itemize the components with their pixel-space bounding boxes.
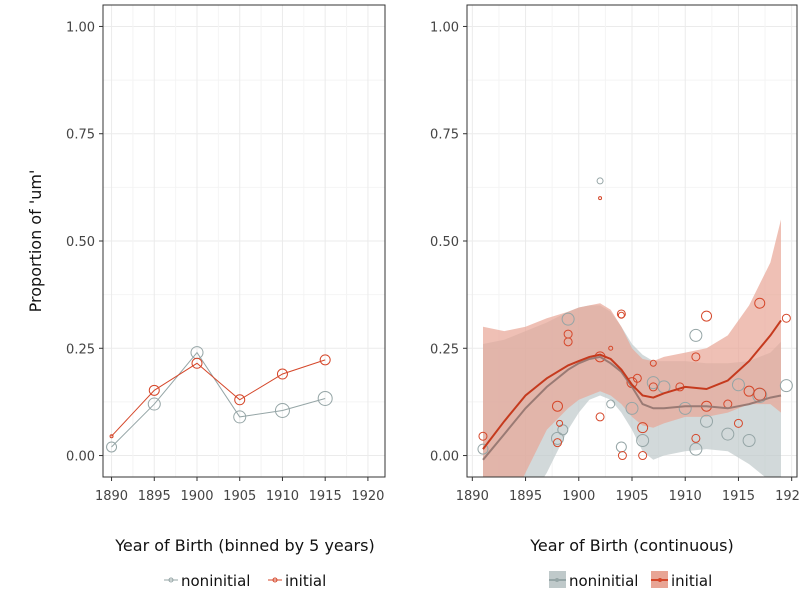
data-point-initial xyxy=(191,357,203,369)
data-point-noninitial xyxy=(678,401,692,415)
x-tick-label: 1895 xyxy=(509,489,542,504)
y-tick-label: 0.50 xyxy=(66,235,95,250)
data-point-initial xyxy=(595,412,605,422)
legend-key-initial-point xyxy=(658,578,662,582)
legend-key-noninitial-point xyxy=(555,578,559,582)
data-point-initial xyxy=(556,419,564,427)
left-x-axis-title: Year of Birth (binned by 5 years) xyxy=(114,536,374,555)
data-point-initial xyxy=(552,438,562,448)
data-point-noninitial xyxy=(721,427,735,441)
y-tick-label: 0.50 xyxy=(430,235,459,250)
data-point-noninitial xyxy=(550,431,564,445)
data-point-noninitial xyxy=(274,402,290,418)
data-point-noninitial xyxy=(596,177,604,185)
x-tick-label: 1900 xyxy=(562,489,595,504)
data-point-initial xyxy=(648,382,658,392)
data-point-initial xyxy=(319,354,331,366)
data-point-noninitial xyxy=(779,379,793,393)
data-point-noninitial xyxy=(557,424,569,436)
data-point-initial xyxy=(563,337,573,347)
legend-label-initial: initial xyxy=(285,572,326,590)
data-point-initial xyxy=(754,297,766,309)
data-point-initial xyxy=(781,313,791,323)
y-tick-label: 0.25 xyxy=(66,342,95,357)
smooth-line-noninitial xyxy=(482,355,782,461)
x-tick-label: 1900 xyxy=(180,489,213,504)
data-point-noninitial xyxy=(233,410,247,424)
data-point-noninitial xyxy=(689,442,703,456)
right-legend: noninitial initial xyxy=(549,571,712,590)
data-point-initial xyxy=(733,418,743,428)
data-point-initial xyxy=(608,345,614,351)
data-point-noninitial xyxy=(700,414,714,428)
legend-label-noninitial: noninitial xyxy=(181,572,250,590)
plot-content xyxy=(106,346,333,453)
data-point-initial xyxy=(617,451,627,461)
data-point-noninitial xyxy=(689,328,703,342)
right-x-axis-title: Year of Birth (continuous) xyxy=(529,536,733,555)
y-tick-label: 0.00 xyxy=(66,450,95,465)
y-tick-label: 0.00 xyxy=(430,450,459,465)
data-point-noninitial xyxy=(561,312,575,326)
data-point-initial xyxy=(617,311,625,319)
data-point-noninitial xyxy=(606,399,616,409)
data-point-initial xyxy=(649,359,657,367)
x-tick-label: 1920 xyxy=(775,489,800,504)
x-tick-label: 1905 xyxy=(615,489,648,504)
data-point-initial xyxy=(638,451,648,461)
data-point-initial xyxy=(632,373,642,383)
data-point-noninitial xyxy=(625,401,639,415)
data-point-noninitial xyxy=(106,441,118,453)
legend-key-initial-point xyxy=(272,577,278,583)
series-line-initial xyxy=(111,359,326,437)
y-axis-title: Proportion of 'um' xyxy=(26,170,45,313)
data-point-noninitial xyxy=(317,390,333,406)
x-tick-label: 1915 xyxy=(309,489,342,504)
y-tick-label: 0.75 xyxy=(430,128,459,143)
data-point-initial xyxy=(148,384,160,396)
data-point-initial xyxy=(701,310,713,322)
x-tick-label: 1890 xyxy=(456,489,489,504)
smooth-line-initial xyxy=(482,319,782,450)
y-tick-label: 1.00 xyxy=(430,20,459,35)
data-point-initial xyxy=(551,400,563,412)
data-point-initial xyxy=(598,196,603,201)
data-point-initial xyxy=(637,422,649,434)
x-tick-label: 1905 xyxy=(223,489,256,504)
y-tick-label: 0.75 xyxy=(66,128,95,143)
x-tick-label: 1915 xyxy=(722,489,755,504)
data-point-noninitial xyxy=(477,443,489,455)
data-point-noninitial xyxy=(731,378,745,392)
data-point-initial xyxy=(691,352,701,362)
legend-key-noninitial-point xyxy=(168,577,174,583)
plot-content xyxy=(477,177,793,477)
x-tick-label: 1895 xyxy=(138,489,171,504)
data-point-noninitial xyxy=(742,434,756,448)
left-legend: noninitial initial xyxy=(164,572,326,590)
confidence-band-initial xyxy=(483,219,781,477)
right-panel: 0.00 0.25 0.50 0.75 1.00 1890 1895 1900 1905 1910… xyxy=(430,4,800,504)
legend-label-initial: initial xyxy=(671,572,712,590)
x-tick-label: 1910 xyxy=(266,489,299,504)
data-point-initial xyxy=(478,431,488,441)
y-tick-label: 1.00 xyxy=(66,20,95,35)
left-panel: 0.00 0.25 0.50 0.75 1.00 1890 1895 1900 1905 1910… xyxy=(66,4,386,504)
data-point-initial xyxy=(691,433,701,443)
data-point-initial xyxy=(276,368,288,380)
data-point-initial xyxy=(109,434,114,439)
y-tick-label: 0.25 xyxy=(430,342,459,357)
x-tick-label: 1890 xyxy=(95,489,128,504)
legend-label-noninitial: noninitial xyxy=(569,572,638,590)
x-tick-label: 1910 xyxy=(669,489,702,504)
data-point-initial xyxy=(234,394,246,406)
data-point-noninitial xyxy=(147,397,161,411)
data-point-noninitial xyxy=(636,434,650,448)
x-tick-label: 1920 xyxy=(351,489,384,504)
